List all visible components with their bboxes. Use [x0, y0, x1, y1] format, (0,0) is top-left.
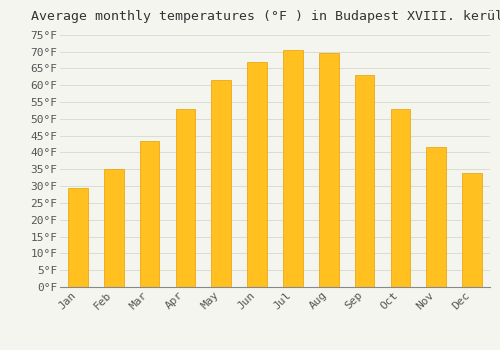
- Bar: [354, 75, 374, 287]
- Bar: [390, 109, 410, 287]
- Bar: [462, 173, 482, 287]
- Bar: [426, 147, 446, 287]
- Bar: [68, 188, 88, 287]
- Bar: [283, 50, 303, 287]
- Title: Average monthly temperatures (°F ) in Budapest XVIII. kerület: Average monthly temperatures (°F ) in Bu…: [31, 10, 500, 23]
- Bar: [104, 169, 124, 287]
- Bar: [247, 62, 267, 287]
- Bar: [176, 109, 196, 287]
- Bar: [319, 53, 338, 287]
- Bar: [140, 141, 160, 287]
- Bar: [212, 80, 231, 287]
